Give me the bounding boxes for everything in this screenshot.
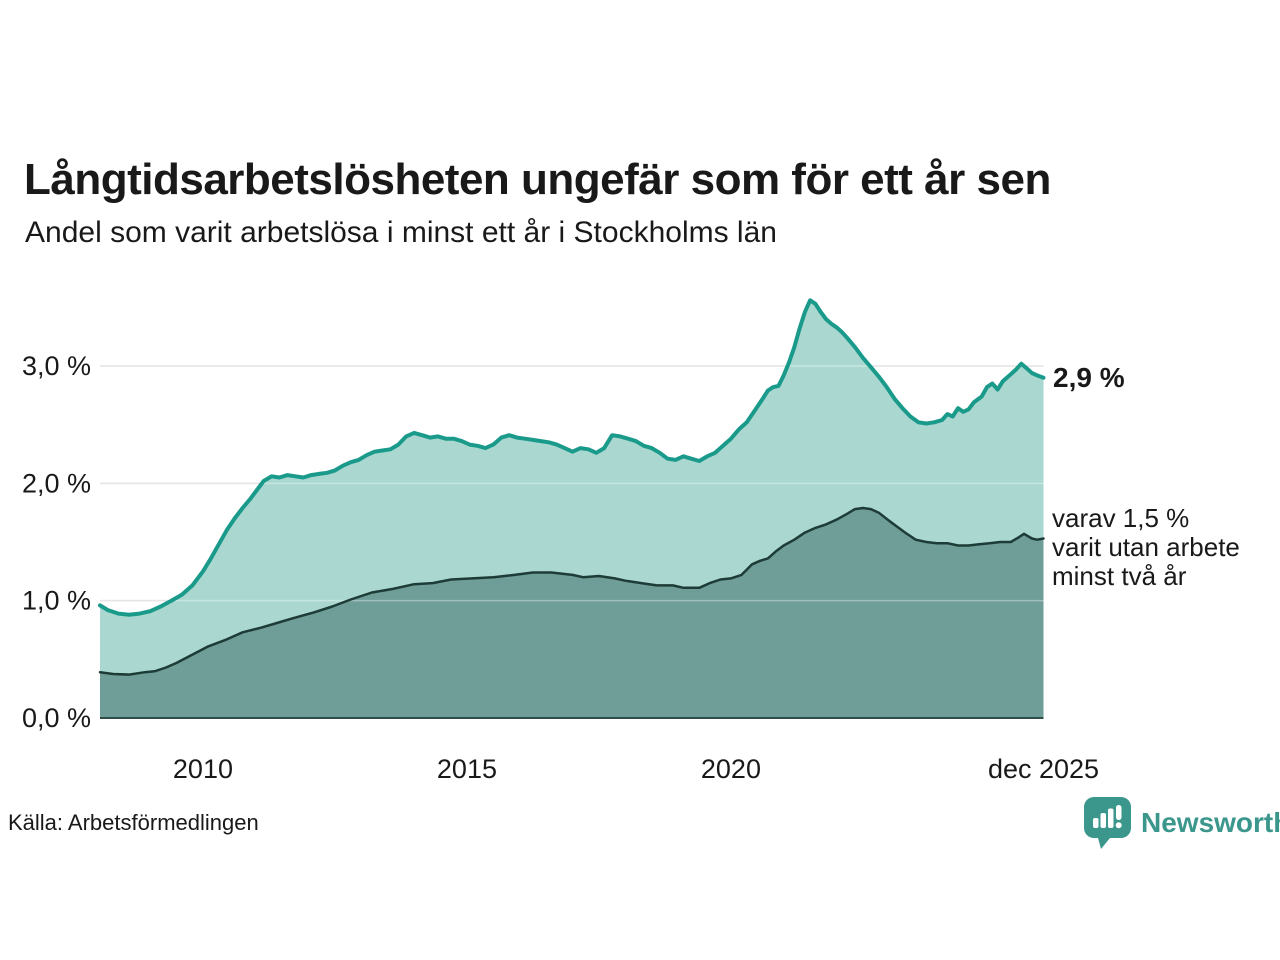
chart-subtitle: Andel som varit arbetslösa i minst ett å… (25, 216, 777, 249)
area-two-years-fill (100, 508, 1044, 718)
newsworthy-logo-text: Newsworthy (1141, 807, 1280, 838)
y-tick-label: 3,0 % (22, 351, 91, 381)
end-value-label-total: 2,9 % (1053, 362, 1125, 393)
newsworthy-logo: Newsworthy (1084, 797, 1280, 849)
y-tick-label: 1,0 % (22, 586, 91, 616)
x-tick-label: 2010 (173, 754, 233, 784)
newsworthy-logo-icon (1084, 797, 1131, 849)
x-tick-label: 2020 (701, 754, 761, 784)
source-label: Källa: Arbetsförmedlingen (8, 810, 259, 835)
end-annotation-two-years: varav 1,5 % varit utan arbete minst två … (1052, 504, 1240, 591)
annotation-line-2: varit utan arbete (1052, 532, 1240, 562)
y-tick-label: 0,0 % (22, 703, 91, 733)
x-tick-label: dec 2025 (988, 754, 1099, 784)
line-total (98, 298, 1046, 617)
annotation-line-3: minst två år (1052, 561, 1187, 591)
y-tick-label: 2,0 % (22, 468, 91, 498)
x-tick-label: 2015 (437, 754, 497, 784)
page-title: Långtidsarbetslösheten ungefär som för e… (24, 155, 1051, 205)
annotation-line-1: varav 1,5 % (1052, 503, 1190, 533)
line-two-years (98, 506, 1045, 676)
